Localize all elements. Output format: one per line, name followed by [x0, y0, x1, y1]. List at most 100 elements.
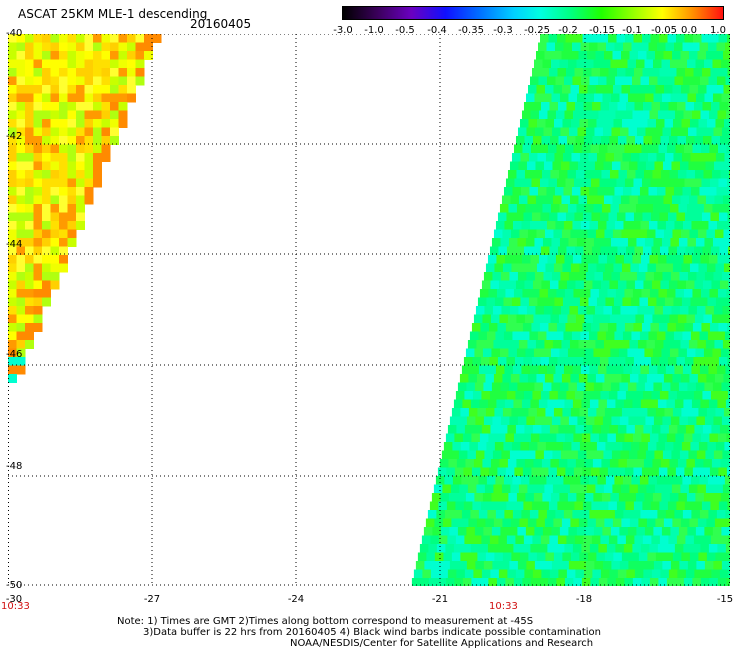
- swath-cell: [720, 459, 730, 468]
- swath-cell: [573, 578, 583, 586]
- swath-cell: [464, 391, 474, 400]
- swath-cell: [583, 425, 593, 434]
- swath-cell: [688, 51, 698, 60]
- swath-cell: [647, 263, 657, 273]
- swath-cell: [623, 221, 633, 230]
- swath-cell: [547, 399, 557, 409]
- swath-cell: [110, 85, 119, 94]
- swath-cell: [625, 391, 635, 400]
- swath-cell: [677, 459, 687, 468]
- swath-cell: [679, 561, 689, 570]
- swath-cell: [582, 178, 592, 188]
- swath-cell: [16, 93, 26, 103]
- swath-cell: [721, 416, 730, 426]
- swath-cell: [609, 425, 619, 434]
- swath-cell: [76, 68, 85, 77]
- swath-cell: [535, 450, 545, 460]
- swath-cell: [726, 323, 730, 332]
- swath-cell: [668, 391, 678, 400]
- swath-cell: [629, 51, 639, 60]
- swath-cell: [608, 535, 618, 545]
- swath-cell: [507, 425, 517, 434]
- swath-cell: [697, 374, 707, 383]
- swath-cell: [693, 34, 702, 43]
- swath-cell: [679, 272, 689, 281]
- swath-cell: [506, 212, 516, 222]
- swath-cell: [714, 51, 724, 60]
- swath-cell: [472, 535, 482, 545]
- swath-cell: [583, 280, 593, 290]
- swath-cell: [505, 578, 515, 586]
- swath-cell: [553, 518, 563, 528]
- swath-cell: [498, 391, 508, 400]
- swath-cell: [542, 204, 552, 213]
- swath-cell: [118, 51, 128, 60]
- swath-cell: [612, 195, 622, 205]
- swath-cell: [438, 501, 448, 511]
- swath-cell: [522, 578, 532, 586]
- swath-cell: [539, 178, 549, 188]
- swath-cell: [110, 51, 119, 60]
- swath-cell: [554, 297, 564, 307]
- swath-cell: [685, 280, 695, 290]
- swath-cell: [645, 450, 655, 460]
- swath-cell: [670, 527, 680, 536]
- swath-cell: [496, 289, 506, 298]
- swath-cell: [726, 178, 730, 188]
- swath-cell: [426, 552, 436, 562]
- swath-cell: [708, 221, 718, 230]
- swath-cell: [555, 255, 565, 264]
- x-tick-label: -18: [575, 594, 593, 605]
- swath-cell: [540, 212, 550, 222]
- swath-cell: [517, 561, 527, 570]
- swath-cell: [439, 459, 449, 468]
- swath-cell: [683, 255, 693, 264]
- swath-cell: [577, 450, 587, 460]
- swath-cell: [595, 518, 605, 528]
- swath-cell: [694, 170, 704, 179]
- swath-cell: [557, 34, 566, 43]
- swath-cell: [612, 85, 622, 94]
- swath-cell: [713, 127, 723, 137]
- swath-cell: [720, 170, 730, 179]
- swath-cell: [587, 552, 597, 562]
- swath-cell: [549, 136, 559, 145]
- swath-cell: [569, 195, 579, 205]
- swath-cell: [532, 246, 542, 256]
- swath-cell: [686, 348, 696, 358]
- swath-cell: [559, 348, 569, 358]
- swath-cell: [463, 467, 473, 477]
- swath-cell: [513, 144, 523, 154]
- swath-cell: [118, 42, 128, 52]
- swath-cell: [635, 493, 645, 502]
- swath-cell: [584, 59, 594, 69]
- swath-cell: [568, 272, 578, 281]
- swath-cell: [499, 314, 509, 324]
- swath-cell: [573, 323, 583, 332]
- swath-cell: [666, 433, 676, 443]
- swath-cell: [596, 552, 606, 562]
- swath-cell: [485, 518, 495, 528]
- swath-cell: [691, 365, 701, 375]
- swath-cell: [520, 153, 530, 162]
- swath-cell: [672, 552, 682, 562]
- swath-cell: [692, 467, 702, 477]
- swath-cell: [638, 263, 648, 273]
- swath-cell: [584, 348, 594, 358]
- swath-cell: [695, 493, 705, 502]
- swath-cell: [605, 476, 615, 485]
- swath-cell: [440, 493, 450, 502]
- swath-cell: [556, 433, 566, 443]
- swath-cell: [8, 323, 17, 332]
- swath-cell: [576, 59, 586, 69]
- swath-cell: [601, 204, 611, 213]
- swath-cell: [603, 340, 613, 349]
- swath-cell: [568, 416, 578, 426]
- swath-cell: [543, 306, 553, 315]
- swath-cell: [711, 425, 721, 434]
- swath-cell: [101, 110, 111, 120]
- swath-cell: [724, 42, 730, 52]
- swath-cell: [490, 314, 500, 324]
- swath-cell: [572, 510, 582, 519]
- swath-cell: [708, 510, 718, 519]
